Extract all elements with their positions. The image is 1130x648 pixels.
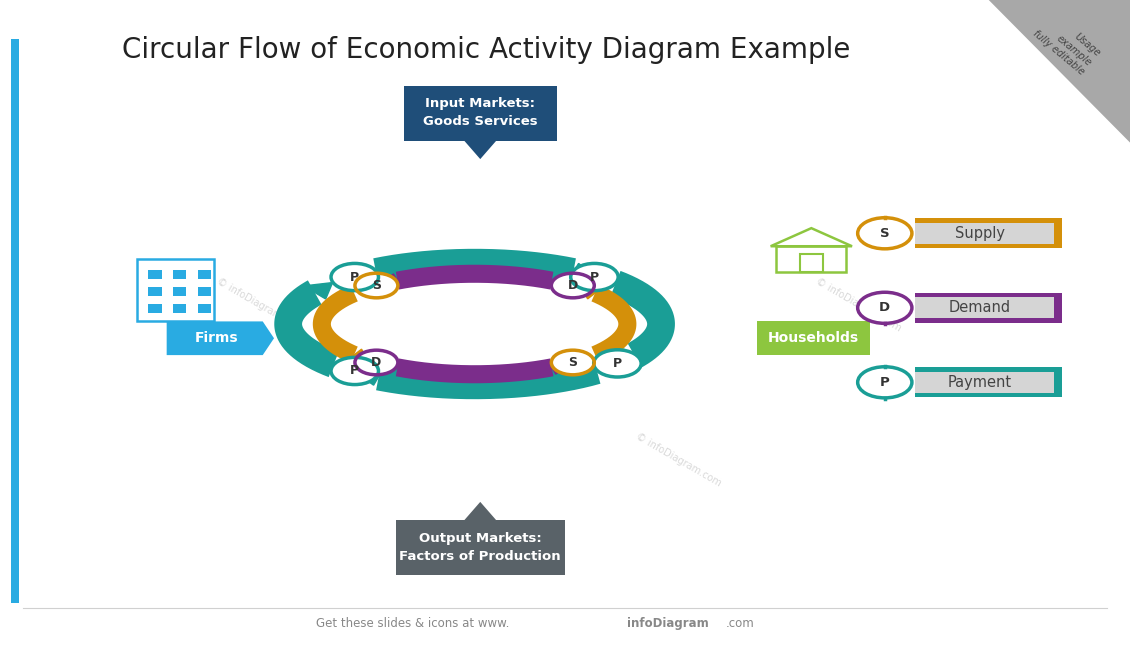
FancyBboxPatch shape (915, 244, 1062, 248)
Text: P: P (350, 270, 359, 284)
Text: .com: .com (725, 617, 754, 630)
FancyBboxPatch shape (1054, 367, 1062, 397)
Text: S: S (568, 356, 577, 369)
Text: © infoDiagram.com: © infoDiagram.com (815, 276, 903, 333)
Polygon shape (355, 368, 384, 385)
Text: Demand: Demand (949, 300, 1011, 316)
FancyBboxPatch shape (198, 270, 211, 279)
Text: Input Markets:
Goods Services: Input Markets: Goods Services (423, 97, 538, 128)
Text: Payment: Payment (948, 375, 1012, 390)
FancyBboxPatch shape (173, 287, 186, 296)
Text: S: S (880, 227, 889, 240)
FancyBboxPatch shape (915, 367, 1062, 397)
Text: D: D (372, 356, 382, 369)
FancyBboxPatch shape (173, 270, 186, 279)
Circle shape (355, 350, 398, 375)
Text: Get these slides & icons at www.: Get these slides & icons at www. (316, 617, 510, 630)
FancyBboxPatch shape (915, 218, 1062, 248)
FancyBboxPatch shape (915, 218, 1062, 223)
Text: D: D (567, 279, 577, 292)
FancyBboxPatch shape (915, 367, 1062, 372)
Circle shape (551, 350, 594, 375)
FancyBboxPatch shape (915, 293, 1062, 297)
FancyBboxPatch shape (198, 287, 211, 296)
Polygon shape (464, 141, 496, 159)
Polygon shape (617, 349, 645, 365)
Polygon shape (548, 360, 568, 374)
FancyBboxPatch shape (173, 304, 186, 313)
FancyBboxPatch shape (148, 304, 162, 313)
Polygon shape (167, 321, 273, 355)
FancyBboxPatch shape (915, 318, 1062, 323)
Text: Circular Flow of Economic Activity Diagram Example: Circular Flow of Economic Activity Diagr… (122, 36, 850, 64)
Polygon shape (989, 0, 1130, 143)
Text: © infoDiagram.com: © infoDiagram.com (634, 432, 722, 489)
Circle shape (858, 292, 912, 323)
FancyBboxPatch shape (396, 520, 565, 575)
Text: S: S (372, 279, 381, 292)
Polygon shape (568, 264, 597, 281)
Text: P: P (612, 357, 622, 370)
Text: D: D (879, 301, 890, 314)
Polygon shape (304, 283, 332, 299)
Circle shape (593, 350, 641, 377)
FancyBboxPatch shape (915, 393, 1062, 397)
Circle shape (331, 357, 379, 384)
Polygon shape (464, 502, 496, 520)
FancyBboxPatch shape (198, 304, 211, 313)
Text: infoDiagram: infoDiagram (627, 617, 709, 630)
FancyBboxPatch shape (757, 321, 870, 355)
FancyBboxPatch shape (11, 39, 19, 603)
Text: P: P (590, 270, 599, 284)
FancyBboxPatch shape (915, 293, 1062, 323)
FancyBboxPatch shape (1054, 218, 1062, 248)
FancyBboxPatch shape (148, 270, 162, 279)
Text: Output Markets:
Factors of Production: Output Markets: Factors of Production (399, 532, 562, 563)
FancyBboxPatch shape (148, 287, 162, 296)
FancyBboxPatch shape (1054, 293, 1062, 323)
Text: P: P (880, 376, 889, 389)
Text: P: P (350, 364, 359, 378)
Text: © infoDiagram.com: © infoDiagram.com (216, 276, 304, 333)
Circle shape (551, 273, 594, 298)
Circle shape (571, 264, 618, 291)
Text: Firms: Firms (195, 331, 238, 345)
Polygon shape (581, 287, 602, 299)
Circle shape (331, 264, 379, 291)
Polygon shape (347, 349, 368, 361)
Text: Households: Households (768, 331, 859, 345)
Text: Usage
example
fully editable: Usage example fully editable (1031, 10, 1102, 77)
Circle shape (355, 273, 398, 298)
Circle shape (858, 367, 912, 398)
Text: Supply: Supply (955, 226, 1005, 241)
FancyBboxPatch shape (405, 86, 556, 141)
Circle shape (858, 218, 912, 249)
Polygon shape (381, 274, 401, 288)
